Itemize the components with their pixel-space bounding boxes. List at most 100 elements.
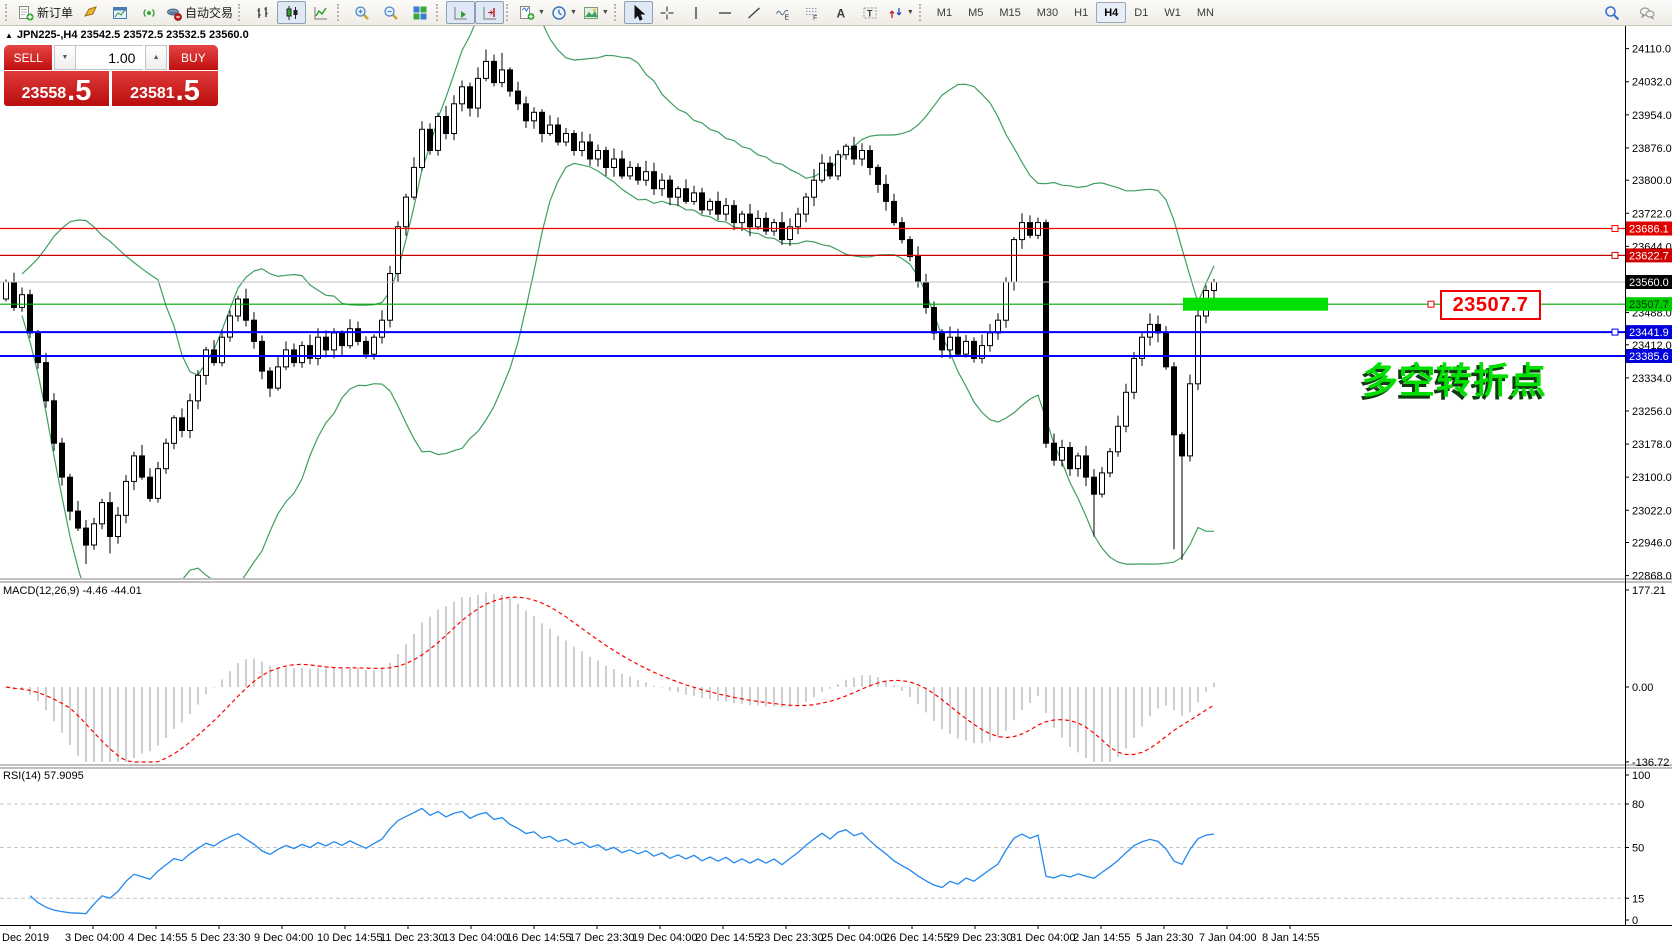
dropdown-caret-icon: ▼	[538, 9, 545, 16]
svg-text:26 Dec 14:55: 26 Dec 14:55	[884, 932, 949, 944]
support-zone-bar[interactable]	[1183, 297, 1328, 311]
sell-price-display[interactable]: 23558 .5	[4, 71, 109, 106]
line-chart-button[interactable]	[306, 1, 335, 24]
crosshair-button[interactable]	[653, 1, 682, 24]
new-order-button[interactable]: 新订单	[15, 1, 76, 24]
svg-text:23876.0: 23876.0	[1632, 143, 1672, 155]
text-button[interactable]: A	[827, 1, 856, 24]
svg-text:29 Dec 23:30: 29 Dec 23:30	[947, 932, 1012, 944]
fibonacci-icon: F	[806, 7, 818, 21]
candlestick-button[interactable]	[277, 1, 307, 24]
timeframe-M30-button[interactable]: M30	[1036, 6, 1059, 19]
chat-button[interactable]	[1632, 1, 1661, 24]
candles-layer	[3, 49, 1217, 565]
toolbar-button-label: 新订单	[37, 6, 74, 20]
cursor-button[interactable]	[623, 1, 653, 24]
chart-window-button[interactable]	[105, 1, 134, 24]
vertical-line-button[interactable]	[682, 1, 711, 24]
svg-text:9 Dec 04:00: 9 Dec 04:00	[254, 932, 313, 944]
zoom-out-button[interactable]	[376, 1, 405, 24]
svg-text:Dec 2019: Dec 2019	[2, 932, 49, 944]
sell-price-main: 23558	[21, 85, 67, 103]
toolbar-drag-handle[interactable]	[613, 4, 620, 21]
zoom-in-button[interactable]	[347, 1, 376, 24]
svg-text:T: T	[867, 8, 873, 18]
svg-text:80: 80	[1632, 799, 1644, 811]
svg-text:A: A	[837, 6, 846, 20]
trendline-icon	[748, 6, 761, 19]
sell-button[interactable]: SELL	[4, 45, 53, 70]
timeframe-D1-button[interactable]: D1	[1134, 6, 1149, 19]
line-handle[interactable]	[1611, 251, 1619, 259]
market-watch-button[interactable]	[76, 1, 105, 24]
toolbar-drag-handle[interactable]	[337, 4, 343, 21]
fibonacci-button[interactable]: F	[798, 1, 827, 24]
buy-price-display[interactable]: 23581 .5	[112, 71, 218, 106]
toolbar-drag-handle[interactable]	[506, 4, 512, 21]
macd-panel	[5, 592, 1215, 763]
new-order-icon	[19, 5, 34, 21]
turning-point-annotation[interactable]: 多空转折点	[1362, 360, 1548, 401]
line-handle[interactable]	[1611, 225, 1619, 232]
chart-symbol-title: ▲ JPN225-,H4 23542.5 23572.5 23532.5 2356…	[5, 29, 249, 41]
line-handle[interactable]	[1611, 328, 1619, 336]
toolbar-drag-handle[interactable]	[436, 4, 442, 21]
svg-text:177.21: 177.21	[1632, 585, 1666, 597]
rsi-line	[29, 807, 1215, 915]
buy-price-frac: .5	[175, 74, 200, 107]
collapse-chart-icon[interactable]: ▲	[5, 31, 13, 40]
callout-anchor-handle[interactable]	[1427, 300, 1435, 308]
template-button[interactable]: ▼	[580, 1, 612, 24]
bollinger-upper-band	[21, 26, 1215, 376]
chart-shift-button[interactable]	[475, 1, 505, 24]
svg-text:23800.0: 23800.0	[1632, 175, 1672, 187]
buy-button[interactable]: BUY	[168, 45, 218, 70]
auto-scroll-button[interactable]	[446, 1, 476, 24]
volume-up-button[interactable]: ▲	[145, 45, 167, 70]
timeframe-W1-button[interactable]: W1	[1164, 6, 1181, 19]
svg-text:16 Dec 14:55: 16 Dec 14:55	[506, 932, 571, 944]
text-label-button[interactable]: T	[856, 1, 885, 24]
price-axis: 24110.0 24032.0 23954.0 23876.0 23800.0 23722…	[1625, 44, 1672, 583]
svg-text:23100.0: 23100.0	[1632, 472, 1672, 484]
dropdown-caret-icon: ▼	[906, 9, 914, 16]
timeframe-MN-button[interactable]: MN	[1196, 6, 1214, 19]
autotrade-button[interactable]: 自动交易	[163, 1, 236, 24]
one-click-trading-panel: SELL ▼ 1.00 ▲ BUY 23558 .5 23581 .5	[4, 45, 218, 106]
svg-text:23178.0: 23178.0	[1632, 439, 1672, 451]
signals-button[interactable]	[134, 1, 163, 24]
timeframe-H1-button[interactable]: H1	[1074, 6, 1089, 19]
bar-chart-button[interactable]	[248, 1, 277, 24]
toolbar-drag-handle[interactable]	[918, 4, 925, 21]
trendline-button[interactable]	[740, 1, 769, 24]
timeframe-M15-button[interactable]: M15	[999, 6, 1021, 19]
svg-text:17 Dec 23:30: 17 Dec 23:30	[569, 932, 634, 944]
periods-icon	[552, 5, 566, 20]
timeframe-M5-button[interactable]: M5	[968, 6, 984, 19]
volume-down-button[interactable]: ▼	[54, 45, 76, 70]
tile-windows-button[interactable]	[405, 1, 434, 24]
toolbar-drag-handle[interactable]	[238, 4, 244, 21]
template-icon	[583, 6, 598, 19]
zoom-in-icon	[354, 5, 369, 20]
volume-input[interactable]: 1.00	[75, 45, 144, 70]
svg-text:4 Dec 14:55: 4 Dec 14:55	[128, 932, 187, 944]
bar-chart-icon	[257, 6, 268, 18]
svg-text:5 Jan 23:30: 5 Jan 23:30	[1136, 932, 1194, 944]
svg-text:23 Dec 23:30: 23 Dec 23:30	[758, 932, 823, 944]
indicators-button[interactable]: ▼	[516, 1, 548, 24]
elliott-wave-button[interactable]: E	[769, 1, 798, 24]
svg-text:23722.0: 23722.0	[1632, 208, 1672, 220]
search-icon	[1604, 5, 1619, 20]
horizontal-line-button[interactable]	[711, 1, 740, 24]
periods-button[interactable]: ▼	[548, 1, 580, 24]
timeframe-H4-button[interactable]: H4	[1096, 2, 1127, 23]
timeframe-M1-button[interactable]: M1	[936, 6, 953, 19]
svg-text:7 Jan 04:00: 7 Jan 04:00	[1199, 932, 1257, 944]
arrows-button[interactable]: ▼	[885, 1, 917, 24]
search-button[interactable]	[1597, 1, 1626, 24]
price-level-callout[interactable]: 23507.7	[1440, 290, 1541, 320]
toolbar-drag-handle[interactable]	[5, 4, 11, 21]
crosshair-icon	[660, 6, 674, 19]
